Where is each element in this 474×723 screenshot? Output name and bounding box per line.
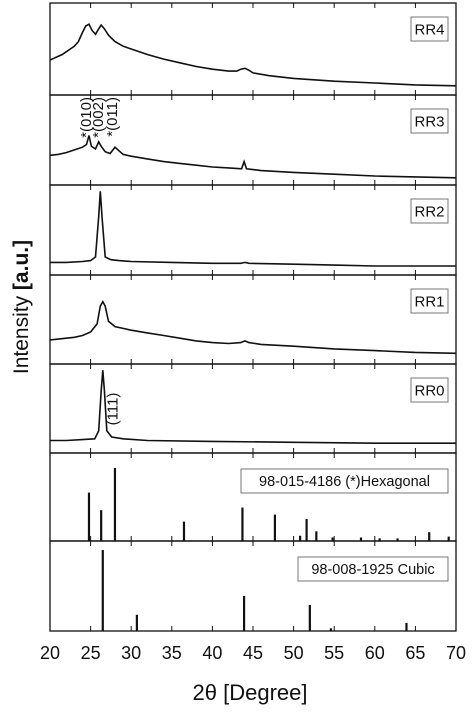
x-tick-label: 35 (162, 643, 182, 663)
panel-1: RR4 (49, 2, 457, 96)
panel-7: 98-008-1925 Cubic (49, 540, 457, 632)
panel-2: RR3 (49, 94, 457, 186)
panel-label-box (410, 377, 449, 403)
x-axis-label: 2θ [Degree] (192, 680, 308, 705)
panel-label-box (297, 556, 449, 582)
x-axis-ticks (49, 3, 457, 631)
panel-4: RR1 (49, 274, 457, 365)
x-tick-label: 30 (121, 643, 141, 663)
panel-frame (49, 452, 457, 542)
x-tick-label: 25 (81, 643, 101, 663)
panel-label-box (410, 198, 449, 224)
series-line (49, 135, 457, 179)
panel-label: RR4 (414, 21, 444, 38)
panel-label: RR3 (414, 113, 444, 130)
x-tick-label: 55 (324, 643, 344, 663)
x-tick-label: 40 (202, 643, 222, 663)
y-axis-label: Intensity [a.u.] (10, 207, 34, 407)
peak-annotation: *(010) (78, 97, 95, 138)
x-tick-label: 65 (405, 643, 425, 663)
y-axis-label-unit: [a.u.] (10, 239, 33, 291)
panel-label: 98-015-4186 (*)Hexagonal (259, 474, 430, 490)
peak-annotation: *(011) (104, 97, 121, 137)
panel-label-box (410, 288, 449, 314)
y-axis-label-main: Intensity (10, 290, 33, 375)
panel-label: RR2 (414, 203, 444, 220)
x-axis-tick-labels: 20 25 30 35 40 45 50 55 60 65 70 (40, 643, 466, 663)
series-line (49, 300, 457, 355)
panel-frame (49, 2, 457, 96)
panel-frame (49, 184, 457, 276)
panel-frame (49, 540, 457, 632)
panel-label-box (410, 16, 449, 42)
peak-annotation: (111) (104, 393, 121, 426)
panel-6: 98-015-4186 (*)Hexagonal (49, 452, 457, 542)
series-line (49, 23, 457, 87)
x-tick-label: 70 (446, 643, 466, 663)
panel-label: RR1 (414, 293, 444, 310)
peak-annotation: *(002) (90, 97, 107, 138)
panels: RR4 RR3 RR2 RR1 RR0 (111) 98-015-4186 (*)Hexag… (49, 2, 457, 632)
panel-3: RR2 (49, 184, 457, 276)
x-tick-label: 45 (243, 643, 263, 663)
panel-label-box (240, 468, 449, 494)
series-line (50, 370, 456, 444)
x-tick-label: 60 (365, 643, 385, 663)
panel-label: 98-008-1925 Cubic (311, 562, 434, 578)
x-tick-label: 50 (284, 643, 304, 663)
series-line (50, 191, 456, 267)
panel-label: RR0 (414, 382, 444, 399)
panel-5: RR0 (111) (49, 363, 457, 454)
panel-label-box (410, 108, 449, 134)
panel-frame (49, 274, 457, 365)
x-tick-label: 20 (40, 643, 60, 663)
